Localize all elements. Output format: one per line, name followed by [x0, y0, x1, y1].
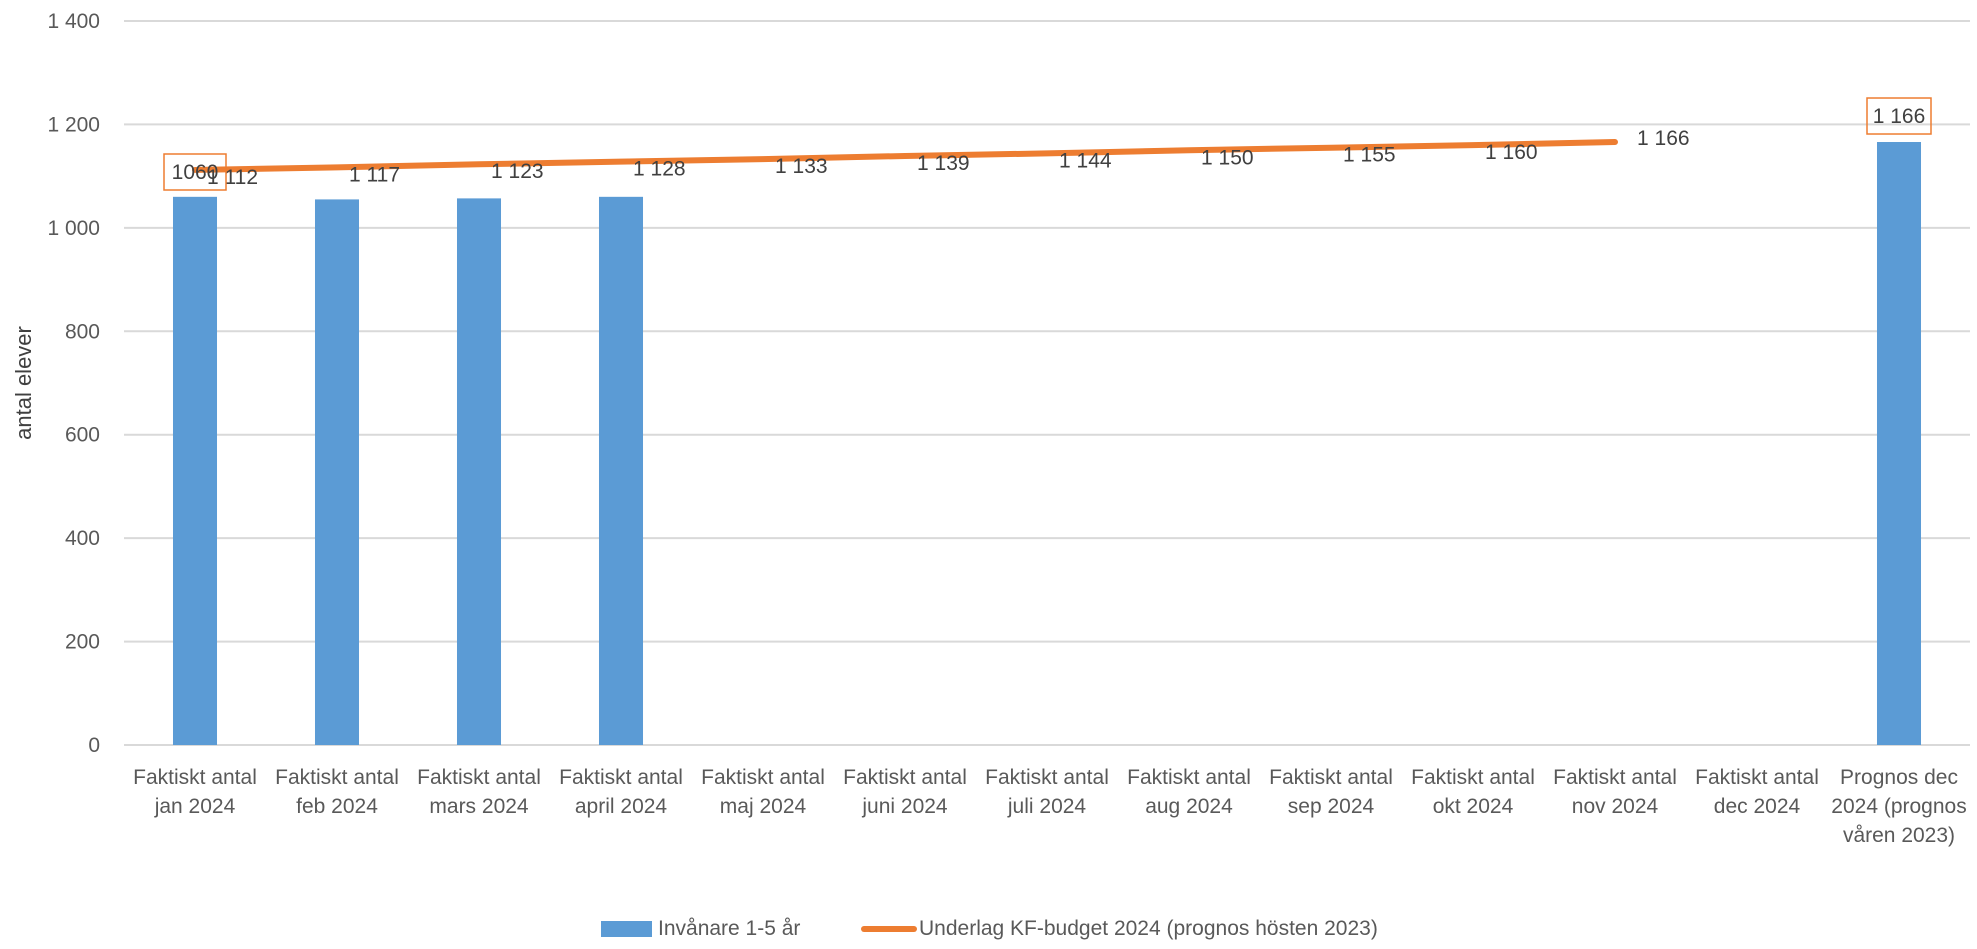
- x-category-label: Faktiskt antal juni 2024: [843, 766, 967, 818]
- y-axis-ticks: 0 200 400 600 800 1 000 1 200 1 400: [47, 10, 100, 757]
- y-tick-label: 1 200: [47, 113, 100, 136]
- legend: Invånare 1-5 år Underlag KF-budget 2024 (…: [601, 917, 1378, 940]
- x-category-label-line: Faktiskt antal: [985, 766, 1109, 789]
- line-data-label: 1 155: [1343, 144, 1396, 167]
- line-series: [192, 139, 1618, 173]
- x-category-label-line: Faktiskt antal: [1411, 766, 1535, 789]
- legend-label-line: Underlag KF-budget 2024 (prognos hösten …: [919, 917, 1378, 940]
- line-data-label: 1 112: [207, 166, 258, 189]
- bar: [1876, 142, 1922, 746]
- x-category-label-line: Faktiskt antal: [133, 766, 257, 789]
- y-tick-label: 1 000: [47, 217, 100, 240]
- x-category-label-line: dec 2024: [1714, 795, 1801, 818]
- x-category-label-line: 2024 (prognos: [1831, 795, 1966, 818]
- x-category-label: Faktiskt antal nov 2024: [1553, 766, 1677, 818]
- x-category-label-line: okt 2024: [1433, 795, 1514, 818]
- x-category-label-line: Faktiskt antal: [843, 766, 967, 789]
- x-category-label-line: aug 2024: [1145, 795, 1233, 818]
- x-category-label-line: juli 2024: [1007, 795, 1087, 818]
- line-data-label: 1 117: [349, 163, 400, 186]
- bar: [314, 199, 360, 745]
- x-category-label: Faktiskt antal dec 2024: [1695, 766, 1819, 818]
- x-category-label-line: Faktiskt antal: [1127, 766, 1251, 789]
- x-category-label: Faktiskt antal aug 2024: [1127, 766, 1251, 818]
- x-category-label-line: sep 2024: [1288, 795, 1375, 818]
- line-data-label: 1 139: [917, 152, 970, 175]
- x-axis-categories: Faktiskt antal jan 2024 Faktiskt antal feb …: [133, 766, 1967, 847]
- gridlines: [124, 20, 1970, 746]
- line-data-label: 1 150: [1201, 146, 1254, 169]
- x-category-label: Faktiskt antal feb 2024: [275, 766, 399, 818]
- x-category-label-line: Faktiskt antal: [1553, 766, 1677, 789]
- x-category-label-line: Prognos dec: [1840, 766, 1958, 789]
- bar: [172, 196, 218, 746]
- bar-data-label: 1060: [172, 161, 219, 184]
- y-tick-label: 400: [65, 527, 100, 550]
- x-category-label-line: Faktiskt antal: [1269, 766, 1393, 789]
- line-data-label: 1 123: [491, 160, 544, 183]
- y-tick-label: 600: [65, 424, 100, 447]
- line-data-label: 1 128: [633, 158, 686, 181]
- x-category-label-line: Faktiskt antal: [417, 766, 541, 789]
- y-axis-title: antal elever: [11, 326, 36, 440]
- y-tick-label: 1 400: [47, 10, 100, 33]
- x-category-label-line: Faktiskt antal: [1695, 766, 1819, 789]
- x-category-label-line: jan 2024: [154, 795, 236, 818]
- x-category-label: Faktiskt antal sep 2024: [1269, 766, 1393, 818]
- bar: [598, 196, 644, 746]
- bar-series: [172, 142, 1922, 746]
- x-category-label: Faktiskt antal april 2024: [559, 766, 683, 818]
- x-category-label-line: juni 2024: [861, 795, 948, 818]
- bar-data-label: 1 166: [1873, 105, 1926, 128]
- y-tick-label: 200: [65, 631, 100, 654]
- x-category-label-line: feb 2024: [296, 795, 378, 818]
- y-tick-label: 0: [88, 734, 100, 757]
- x-category-label-line: april 2024: [575, 795, 668, 818]
- data-labels: 1 112 1 117 1 123 1 128 1 133 1 139 1 144 1 150…: [163, 97, 1932, 191]
- bar: [456, 198, 502, 745]
- x-category-label: Faktiskt antal jan 2024: [133, 766, 257, 818]
- legend-swatch-bar: [601, 921, 652, 937]
- line-data-label: 1 133: [775, 155, 828, 178]
- legend-label-bar: Invånare 1-5 år: [658, 917, 800, 940]
- x-category-label-line: Faktiskt antal: [701, 766, 825, 789]
- line-data-label: 1 144: [1059, 149, 1112, 172]
- series-line: [192, 139, 1618, 173]
- x-category-label: Faktiskt antal maj 2024: [701, 766, 825, 818]
- x-category-label-line: Faktiskt antal: [275, 766, 399, 789]
- x-category-label-line: nov 2024: [1572, 795, 1659, 818]
- x-category-label: Faktiskt antal juli 2024: [985, 766, 1109, 818]
- bar-data-label-box: [1866, 97, 1932, 135]
- x-category-label-line: våren 2023): [1843, 824, 1955, 847]
- x-category-label-line: Faktiskt antal: [559, 766, 683, 789]
- line-data-label: 1 160: [1485, 141, 1538, 164]
- line-data-label: 1 166: [1637, 127, 1690, 150]
- x-category-label: Prognos dec 2024 (prognos våren 2023): [1831, 766, 1966, 847]
- x-category-label-line: maj 2024: [720, 795, 807, 818]
- x-category-label-line: mars 2024: [429, 795, 529, 818]
- bar-data-label-box: [163, 153, 227, 191]
- y-tick-label: 800: [65, 320, 100, 343]
- x-category-label: Faktiskt antal mars 2024: [417, 766, 541, 818]
- x-category-label: Faktiskt antal okt 2024: [1411, 766, 1535, 818]
